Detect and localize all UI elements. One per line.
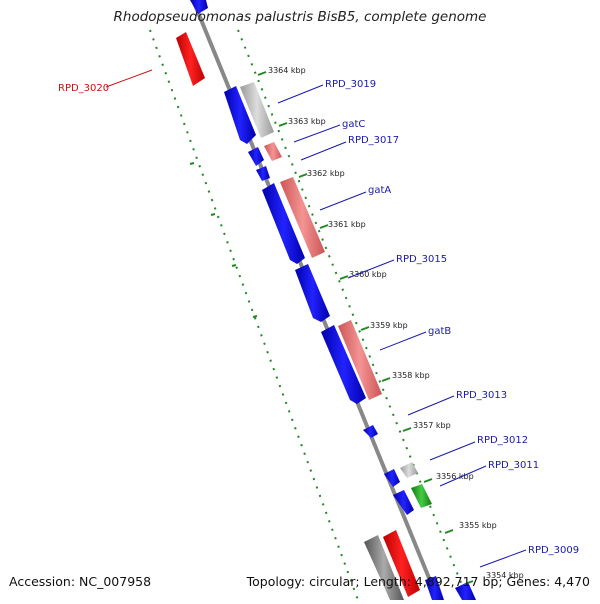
tick-label: 3362 kbp xyxy=(307,169,345,178)
gene-label-rpd3013[interactable]: RPD_3013 xyxy=(456,390,507,401)
tick-mark-3357 xyxy=(402,427,412,432)
tick-mark-3355 xyxy=(444,529,454,534)
gene-arrow-gata[interactable] xyxy=(262,183,305,264)
gene-label-gatb[interactable]: gatB xyxy=(428,326,451,337)
gene-arrow-pink-gata[interactable] xyxy=(280,177,325,258)
tick-label: 3357 kbp xyxy=(413,421,451,430)
outer-dotted-guide-right xyxy=(237,29,469,601)
gene-arrow-dark-gray[interactable] xyxy=(364,535,404,600)
leader-rpd3019 xyxy=(277,84,324,104)
gene-label-rpd3017[interactable]: RPD_3017 xyxy=(348,135,399,146)
leader-gatc xyxy=(293,124,341,143)
leader-rpd3020 xyxy=(105,69,153,88)
leader-lines xyxy=(105,69,527,568)
gene-label-rpd3015[interactable]: RPD_3015 xyxy=(396,254,447,265)
leader-gatb xyxy=(379,331,427,351)
gene-label-rpd3012[interactable]: RPD_3012 xyxy=(477,435,528,446)
gene-label-rpd3020[interactable]: RPD_3020 xyxy=(58,83,109,94)
minor-ticks xyxy=(189,162,258,318)
tick-mark-3360 xyxy=(339,275,349,280)
tick-mark-3358 xyxy=(381,377,391,382)
tick-label: 3360 kbp xyxy=(349,270,387,279)
gene-arrow-bottom-partial[interactable] xyxy=(425,576,444,600)
gene-arrow-bottom-partial-2[interactable] xyxy=(455,582,476,600)
tick-mark-3364 xyxy=(257,71,267,76)
gene-label-rpd3009[interactable]: RPD_3009 xyxy=(528,545,579,556)
tick-mark-3363 xyxy=(278,122,288,127)
gene-arrow-red-bottom[interactable] xyxy=(383,530,420,597)
gene-arrow-rpd3013[interactable] xyxy=(363,425,378,438)
tick-mark-3362 xyxy=(298,173,308,178)
tick-label: 3356 kbp xyxy=(436,472,474,481)
tick-mark-3361 xyxy=(319,224,329,229)
leader-rpd3011 xyxy=(439,465,487,487)
accession-text: Accession: NC_007958 xyxy=(9,574,152,589)
feature-track xyxy=(176,0,476,600)
minor-tick-b xyxy=(231,264,237,267)
gene-arrow-rpd3011[interactable] xyxy=(393,490,414,515)
leader-rpd3012 xyxy=(429,441,476,461)
topology-text: Topology: circular; Length: 4,892,717 bp… xyxy=(246,574,590,589)
tick-labels: 3364 kbp 3363 kbp 3362 kbp 3361 kbp 3360… xyxy=(268,66,524,580)
gene-arrow-gatb[interactable] xyxy=(321,325,366,404)
tick-label: 3354 kbp xyxy=(486,571,524,580)
gene-arrow-rpd3020[interactable] xyxy=(176,32,205,86)
gene-labels: RPD_3020 RPD_3019 gatC RPD_3017 gatA RPD… xyxy=(58,79,579,556)
leader-gata xyxy=(319,191,367,211)
gene-arrow-rpd3015[interactable] xyxy=(295,264,330,322)
gene-label-rpd3019[interactable]: RPD_3019 xyxy=(325,79,376,90)
tick-label: 3364 kbp xyxy=(268,66,306,75)
leader-rpd3009 xyxy=(479,549,527,568)
gene-arrow-gray-2[interactable] xyxy=(400,462,418,478)
gene-arrow-rpd3012[interactable] xyxy=(384,469,400,487)
outer-dotted-guide-left xyxy=(149,29,359,601)
tick-marks xyxy=(257,71,474,585)
gene-arrow-gray-1[interactable] xyxy=(240,82,274,138)
leader-rpd3015 xyxy=(347,259,395,279)
gene-label-gatc[interactable]: gatC xyxy=(342,119,365,130)
gene-label-rpd3011[interactable]: RPD_3011 xyxy=(488,460,539,471)
minor-tick-a xyxy=(210,213,216,216)
tick-label: 3355 kbp xyxy=(459,521,497,530)
gene-arrow-green[interactable] xyxy=(411,484,432,508)
gene-arrow-gatc[interactable] xyxy=(248,147,264,166)
tick-label: 3361 kbp xyxy=(328,220,366,229)
tick-label: 3363 kbp xyxy=(288,117,326,126)
tick-mark-3359 xyxy=(360,326,370,331)
tick-label: 3359 kbp xyxy=(370,321,408,330)
gene-arrow-top-partial[interactable] xyxy=(190,0,208,14)
gene-arrow-rpd3019[interactable] xyxy=(224,86,256,144)
genome-title: Rhodopseudomonas palustris BisB5, comple… xyxy=(113,9,487,25)
gene-arrow-pink-gatb[interactable] xyxy=(338,320,382,400)
tick-mark-3354 xyxy=(464,580,474,585)
gene-label-gata[interactable]: gatA xyxy=(368,185,391,196)
minor-tick-d xyxy=(189,162,195,165)
leader-rpd3017 xyxy=(300,141,347,161)
tick-label: 3358 kbp xyxy=(392,371,430,380)
minor-tick-c xyxy=(252,315,258,318)
tick-mark-3356 xyxy=(423,478,433,483)
leader-rpd3013 xyxy=(407,395,455,416)
gene-arrow-rpd3017[interactable] xyxy=(256,166,270,181)
gene-arrow-pink-small[interactable] xyxy=(264,142,282,161)
